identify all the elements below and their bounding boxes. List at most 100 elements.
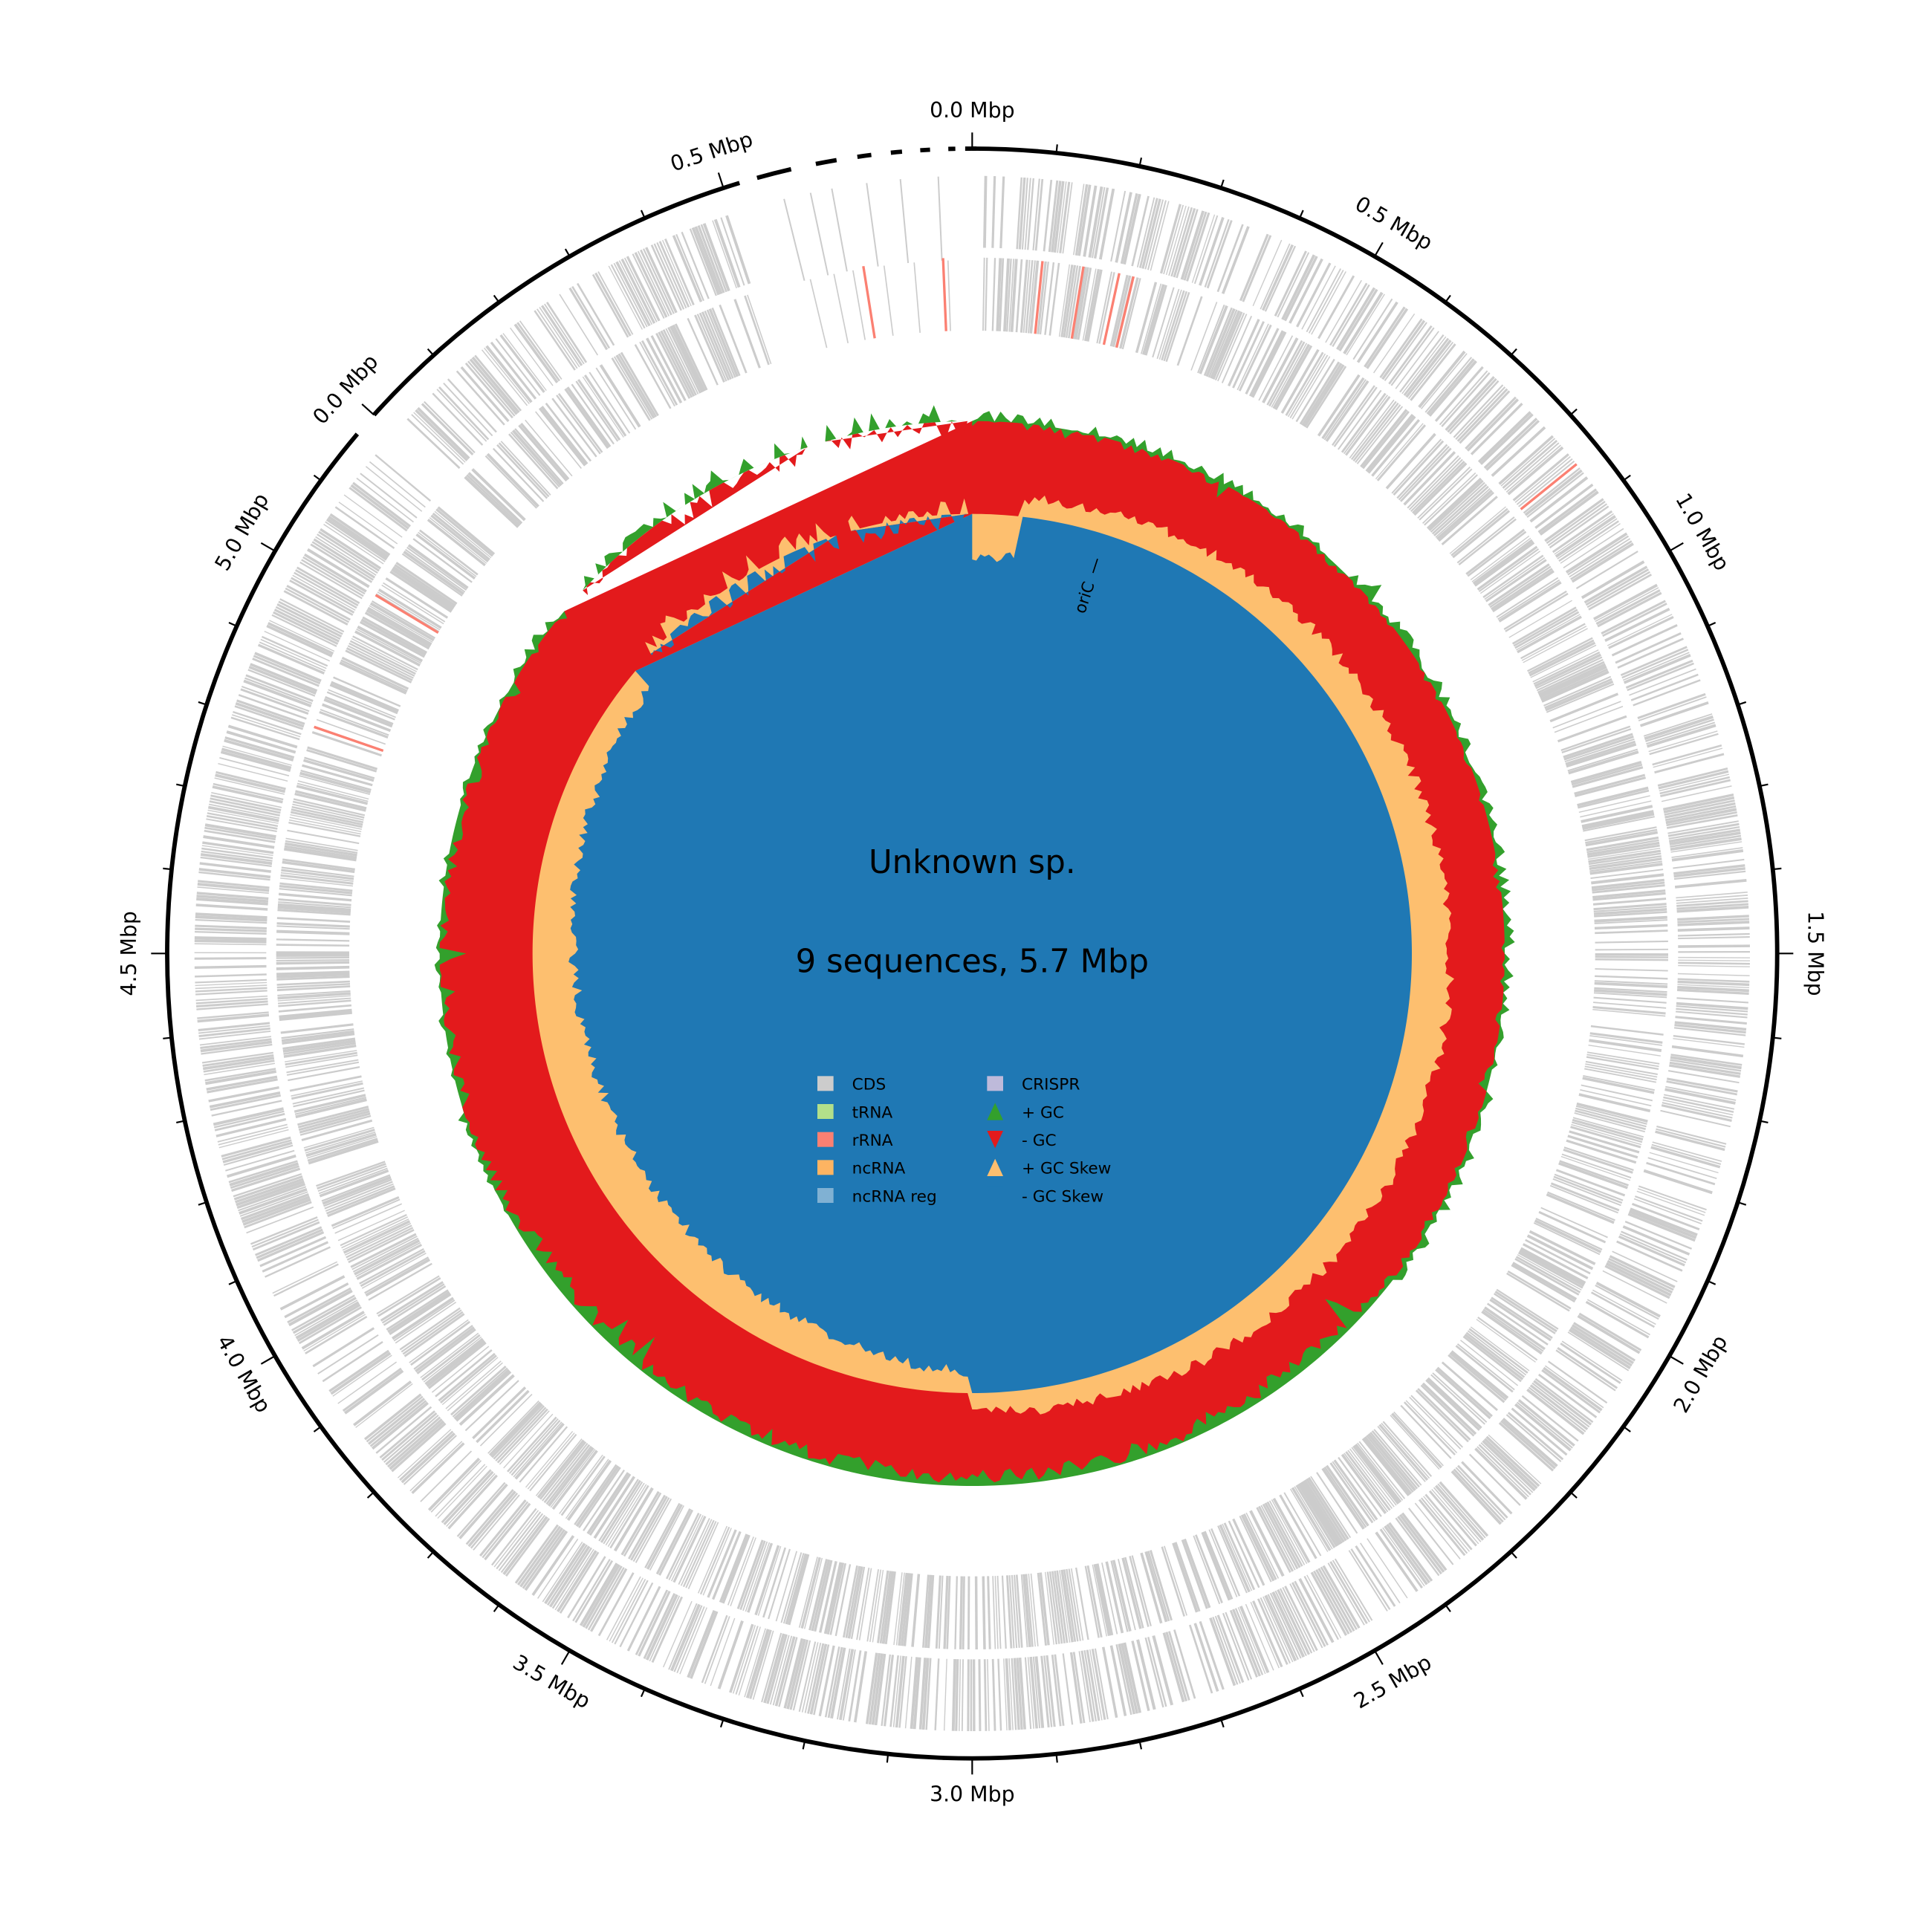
cds-forward-bar <box>1482 1439 1536 1492</box>
cds-reverse-bar <box>1274 345 1313 411</box>
cds-forward-bar <box>594 272 632 337</box>
cds-forward-bar <box>1570 540 1633 580</box>
cds-forward-bar <box>240 1193 309 1221</box>
cds-forward-bar <box>1234 1608 1264 1675</box>
cds-forward-bar <box>198 871 270 881</box>
cds-forward-bar <box>1615 632 1682 664</box>
cds-forward-bar <box>1578 1312 1642 1351</box>
cds-forward-bar <box>643 248 675 314</box>
cds-reverse-bar <box>744 295 770 366</box>
cds-reverse-bar <box>284 845 357 859</box>
cds-reverse-bar <box>435 1349 493 1398</box>
cds-forward-bar <box>1609 1255 1676 1288</box>
cds-forward-bar <box>910 1657 919 1729</box>
cds-reverse-bar <box>285 837 358 851</box>
cds-reverse-bar <box>290 814 362 830</box>
cds-forward-bar <box>881 1654 891 1727</box>
cds-forward-bar <box>409 1441 463 1492</box>
cds-forward-bar <box>1593 583 1658 620</box>
cds-forward-bar <box>227 724 298 749</box>
cds-forward-bar <box>195 924 267 929</box>
cds-forward-bar <box>329 513 391 556</box>
cds-reverse-bar <box>1563 733 1633 759</box>
cds-forward-bar <box>925 1658 932 1730</box>
cds-reverse-bar <box>1485 559 1547 603</box>
cds-forward-bar <box>1608 1257 1674 1291</box>
legend-item: - GC Skew <box>987 1187 1103 1206</box>
cds-reverse-bar <box>1567 1135 1638 1159</box>
cds-forward-bar <box>653 243 685 310</box>
cds-forward-bar <box>1563 528 1624 568</box>
cds-reverse-bar <box>1096 271 1112 344</box>
cds-forward-bar <box>1646 721 1716 745</box>
cds-reverse-bar <box>479 1393 533 1447</box>
cds-forward-bar <box>1567 1331 1630 1372</box>
cds-reverse-bar <box>1219 1524 1251 1593</box>
cds-reverse-bar <box>413 1325 473 1370</box>
cds-reverse-bar <box>922 1574 930 1648</box>
cds-reverse-bar <box>1578 1093 1651 1113</box>
cds-reverse-bar <box>294 1094 366 1113</box>
cds-forward-bar <box>248 665 317 695</box>
cds-forward-bar <box>235 1178 304 1204</box>
gc-skew-negative-area <box>568 513 1413 1393</box>
cds-forward-bar <box>1260 1597 1291 1664</box>
cds-forward-bar <box>798 1641 817 1713</box>
cds-reverse-bar <box>1366 1435 1414 1493</box>
cds-forward-bar <box>262 1241 329 1273</box>
cds-forward-bar <box>1455 1467 1506 1521</box>
cds-reverse-bar <box>1068 265 1081 339</box>
cds-forward-bar <box>868 1652 881 1725</box>
cds-forward-bar <box>1670 834 1742 848</box>
cds-reverse-bar <box>429 517 487 564</box>
cds-reverse-bar <box>304 1129 375 1152</box>
cds-reverse-bar <box>1316 1472 1358 1534</box>
cds-reverse-bar <box>946 1576 951 1649</box>
cds-reverse-bar <box>658 1509 694 1576</box>
cds-reverse-bar <box>278 892 352 902</box>
cds-reverse-bar <box>1025 260 1034 334</box>
cds-reverse-bar <box>1535 1218 1603 1250</box>
cds-forward-bar <box>610 264 646 329</box>
cds-forward-bar <box>1008 1658 1014 1730</box>
cds-reverse-bar <box>1569 1130 1640 1154</box>
rrna-bar <box>1102 273 1121 345</box>
cds-forward-bar <box>198 1025 270 1034</box>
cds-forward-bar <box>895 1655 905 1728</box>
cds-forward-bar <box>474 354 522 412</box>
legend-label: - GC Skew <box>1022 1187 1103 1206</box>
cds-forward-bar <box>1466 398 1520 452</box>
cds-forward-bar <box>432 392 484 446</box>
small-contig-axis-arc <box>920 147 930 153</box>
cds-forward-bar <box>233 1172 302 1198</box>
cds-reverse-bar <box>437 506 496 556</box>
cds-forward-bar <box>778 1637 798 1707</box>
cds-reverse-bar <box>360 618 427 656</box>
cds-reverse-bar <box>1381 1422 1430 1479</box>
cds-reverse-bar <box>1482 1308 1544 1352</box>
cds-reverse-bar <box>1441 1361 1498 1412</box>
cds-forward-bar <box>1500 438 1556 487</box>
cds-forward-bar <box>194 939 267 944</box>
cds-reverse-bar <box>346 1224 412 1259</box>
cds-reverse-bar <box>757 1545 782 1616</box>
cds-reverse-bar <box>281 866 354 877</box>
cds-forward-bar <box>1073 184 1085 256</box>
cds-reverse-bar <box>687 1522 719 1589</box>
cds-reverse-bar <box>519 422 570 480</box>
minor-tick <box>313 474 322 481</box>
legend-label: + GC <box>1022 1103 1064 1122</box>
cds-forward-bar <box>534 310 576 371</box>
cds-forward-bar <box>1431 1488 1479 1545</box>
cds-reverse-bar <box>1156 288 1180 360</box>
cds-forward-bar <box>1667 820 1739 834</box>
cds-reverse-bar <box>545 402 592 462</box>
cds-reverse-bar <box>974 1576 978 1649</box>
cds-forward-bar <box>1588 574 1653 611</box>
cds-reverse-bar <box>278 1004 352 1013</box>
cds-forward-bar <box>1120 193 1138 265</box>
legend-label: tRNA <box>852 1103 893 1122</box>
cds-reverse-bar <box>297 780 369 800</box>
cds-reverse-bar <box>293 1089 365 1108</box>
cds-forward-bar <box>196 892 269 900</box>
